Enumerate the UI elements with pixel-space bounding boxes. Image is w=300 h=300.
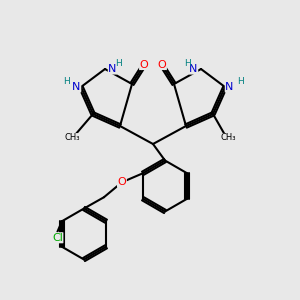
Text: O: O (158, 59, 166, 70)
Text: N: N (108, 64, 117, 74)
Text: CH₃: CH₃ (64, 134, 80, 142)
Text: Cl: Cl (52, 233, 63, 243)
Text: CH₃: CH₃ (220, 134, 236, 142)
Text: H: H (184, 58, 191, 68)
Text: N: N (72, 82, 81, 92)
Text: O: O (118, 177, 126, 187)
Text: H: H (237, 76, 243, 85)
Text: O: O (140, 59, 148, 70)
Text: N: N (189, 64, 198, 74)
Text: H: H (115, 58, 122, 68)
Text: N: N (225, 82, 234, 92)
Text: H: H (63, 76, 69, 85)
